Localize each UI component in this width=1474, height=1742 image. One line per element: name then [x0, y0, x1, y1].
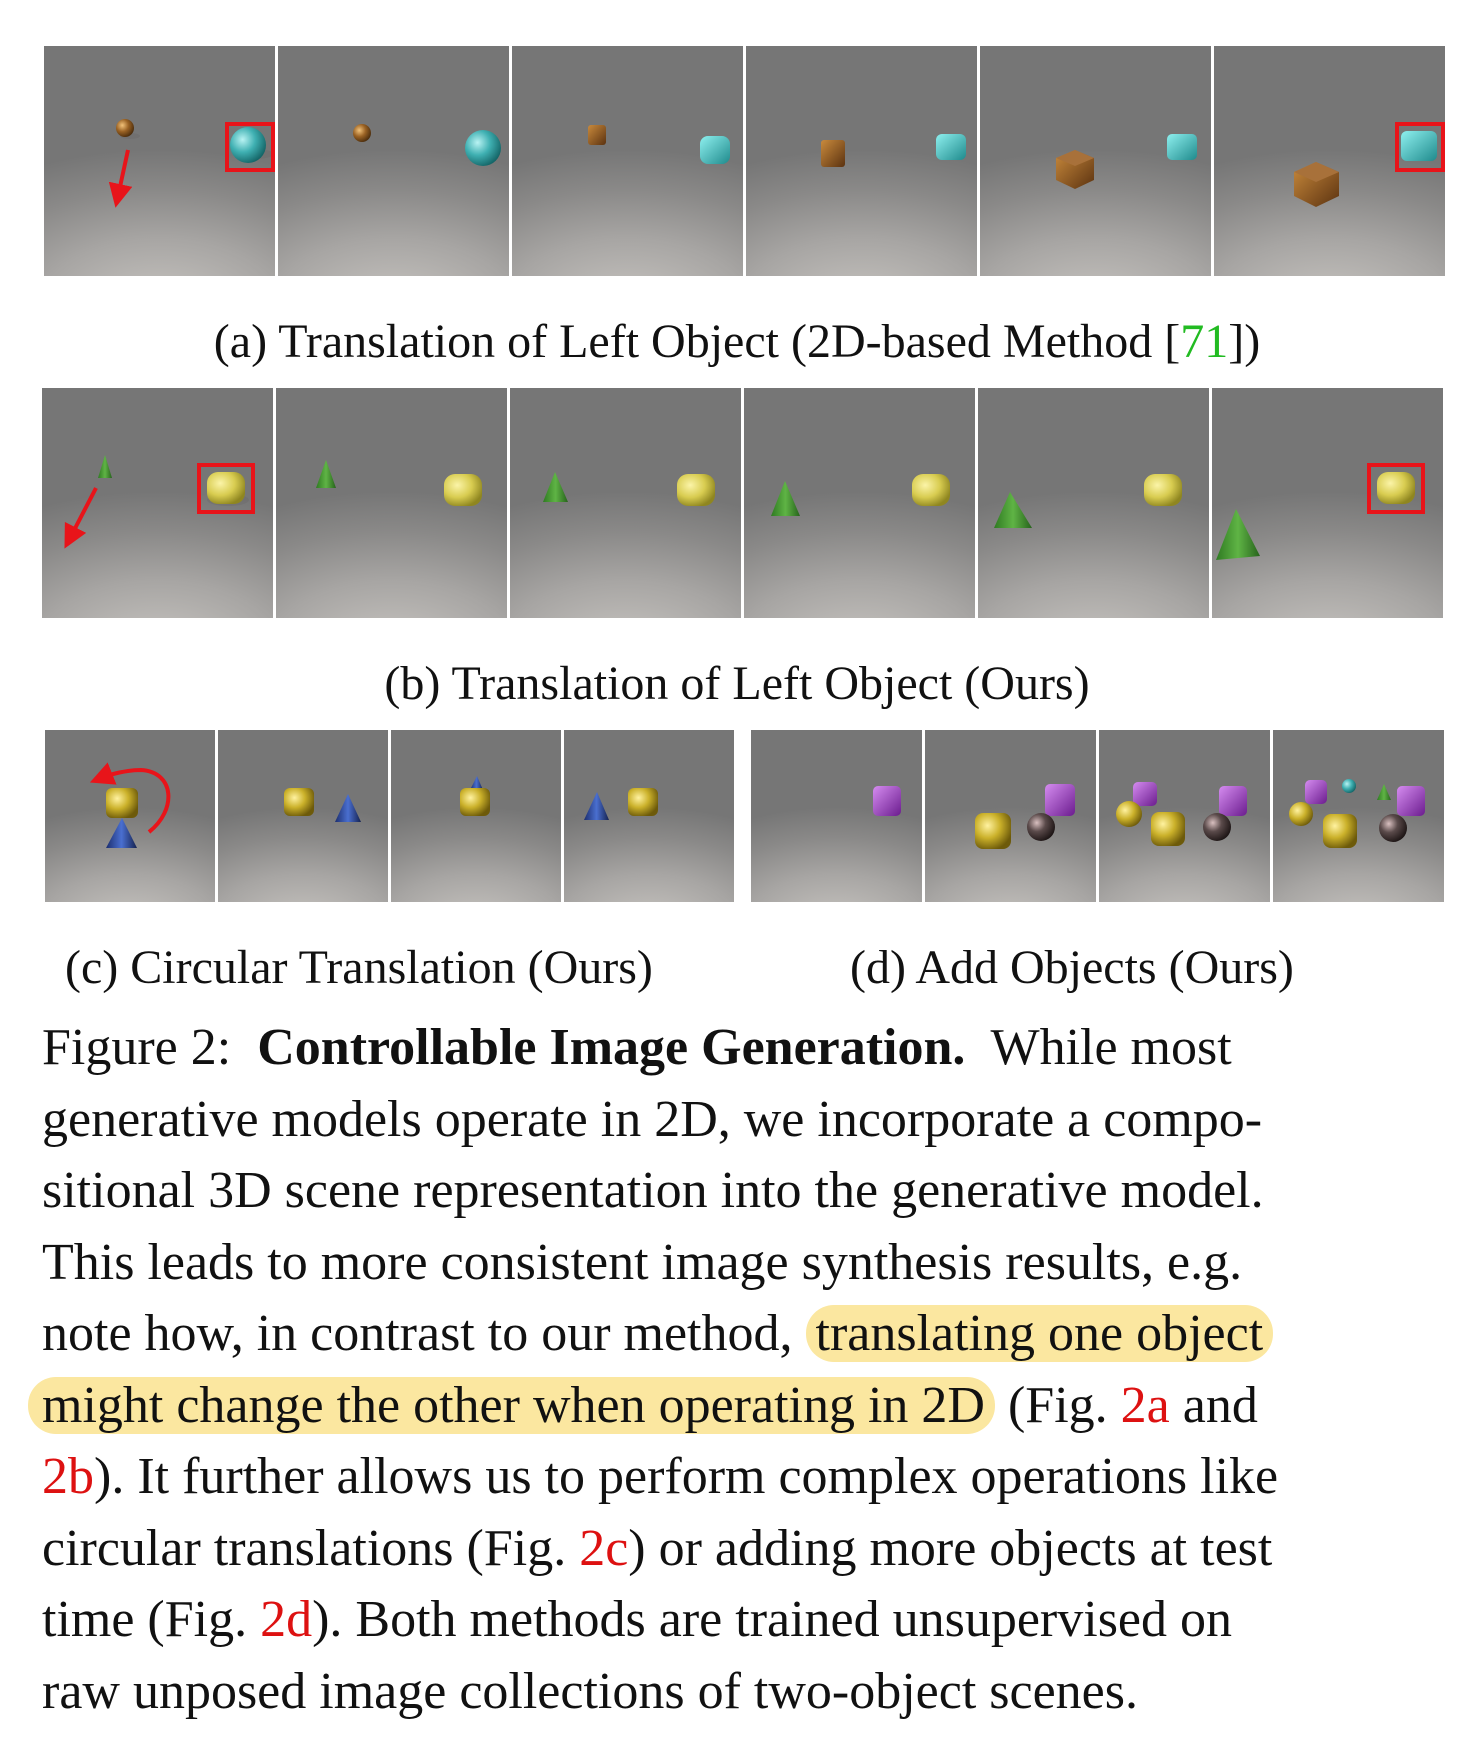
purple-cube — [873, 786, 901, 816]
citation-71-link[interactable]: 71 — [1180, 315, 1229, 368]
frame-2c-1 — [45, 730, 215, 902]
frame-2a-4 — [746, 46, 977, 276]
figure-label: Figure 2: — [42, 1019, 232, 1076]
frame-2d-2 — [925, 730, 1096, 902]
figure-ref-2a-link[interactable]: 2a — [1120, 1376, 1170, 1434]
red-arrow — [108, 149, 133, 208]
caption-2d: (d) Add Objects (Ours) — [850, 941, 1294, 994]
figure-title: Controllable Image Generation. — [257, 1019, 966, 1076]
figure-ref-2d-link[interactable]: 2d — [260, 1591, 313, 1648]
red-highlight-box — [1367, 463, 1425, 514]
frame-2a-2 — [278, 46, 509, 276]
figure-ref-2c-link[interactable]: 2c — [579, 1519, 629, 1577]
caption-2a-suffix: ]) — [1228, 315, 1261, 368]
frame-2b-2 — [276, 388, 507, 618]
paragraph-line-4: This leads to more consistent image synt… — [42, 1233, 1243, 1291]
frame-2c-2 — [218, 730, 388, 902]
frame-2c-3 — [391, 730, 561, 902]
frame-2b-1 — [42, 388, 273, 618]
red-highlight-box — [1395, 122, 1445, 172]
frame-2a-1 — [44, 46, 275, 276]
paragraph-line-5: note how, in contrast to our method, tra… — [42, 1298, 1444, 1370]
figure-2a-image-strip — [44, 46, 1445, 276]
frame-2a-6 — [1214, 46, 1445, 276]
frame-2b-5 — [978, 388, 1209, 618]
highlighted-text: might change the other when operating in… — [28, 1376, 995, 1434]
paragraph-line-2: generative models operate in 2D, we inco… — [42, 1090, 1263, 1148]
caption-2b: (b) Translation of Left Object (Ours) — [384, 657, 1090, 710]
frame-2a-5 — [980, 46, 1211, 276]
yellow-cube — [207, 472, 245, 504]
figure-2d-image-strip — [751, 730, 1444, 902]
caption-2a: (a) Translation of Left Object (2D-based… — [0, 318, 1474, 366]
paragraph-text: circular translations (Fig. — [42, 1519, 567, 1577]
frame-2d-4 — [1273, 730, 1444, 902]
paragraph-line-1: Figure 2: Controllable Image Generation.… — [42, 1012, 1444, 1084]
red-highlight-box — [225, 122, 275, 172]
paragraph-text: note how, in contrast to our method, — [42, 1305, 793, 1362]
paragraph-line-3: sitional 3D scene representation into th… — [42, 1162, 1264, 1219]
paragraph-line-9: time (Fig. 2d). Both methods are trained… — [42, 1584, 1444, 1656]
paragraph-text: ). Both methods are trained unsupervised… — [312, 1591, 1233, 1648]
frame-2a-3 — [512, 46, 743, 276]
teal-sphere — [230, 127, 266, 163]
blue-cone — [106, 818, 137, 848]
paragraph-text: While most — [990, 1019, 1232, 1076]
green-cone — [98, 455, 112, 478]
paragraph-line-10: raw unposed image collections of two-obj… — [42, 1662, 1138, 1720]
frame-2b-4 — [744, 388, 975, 618]
gold-cube — [106, 788, 138, 818]
red-arrow — [64, 487, 98, 549]
frame-2b-3 — [510, 388, 741, 618]
highlighted-text: translating one object — [805, 1305, 1274, 1362]
paragraph-line-8: circular translations (Fig. 2c) or addin… — [42, 1513, 1444, 1585]
figure-caption-paragraph: Figure 2: Controllable Image Generation.… — [28, 1012, 1444, 1727]
frame-2d-3 — [1099, 730, 1270, 902]
figure-ref-2b-link[interactable]: 2b — [42, 1448, 94, 1505]
red-circular-arrow — [89, 762, 171, 834]
paragraph-line-6: might change the other when operating in… — [28, 1370, 1444, 1442]
caption-2a-text: (a) Translation of Left Object (2D-based… — [213, 315, 1181, 368]
paragraph-text: ) or adding more objects at test — [628, 1519, 1273, 1577]
figure-2c-image-strip — [45, 730, 734, 902]
paragraph-text: and — [1182, 1376, 1258, 1434]
paragraph-text: (Fig. — [1007, 1376, 1108, 1434]
caption-2c: (c) Circular Translation (Ours) — [65, 941, 653, 994]
frame-2b-6 — [1212, 388, 1443, 618]
red-highlight-box — [197, 463, 255, 514]
paragraph-text: ). It further allows us to perform compl… — [94, 1448, 1279, 1505]
paragraph-text: time (Fig. — [42, 1591, 248, 1648]
bronze-sphere — [116, 119, 134, 137]
frame-2d-1 — [751, 730, 922, 902]
frame-2c-4 — [564, 730, 734, 902]
paragraph-line-7: 2b). It further allows us to perform com… — [42, 1441, 1444, 1513]
figure-2b-image-strip — [42, 388, 1443, 618]
